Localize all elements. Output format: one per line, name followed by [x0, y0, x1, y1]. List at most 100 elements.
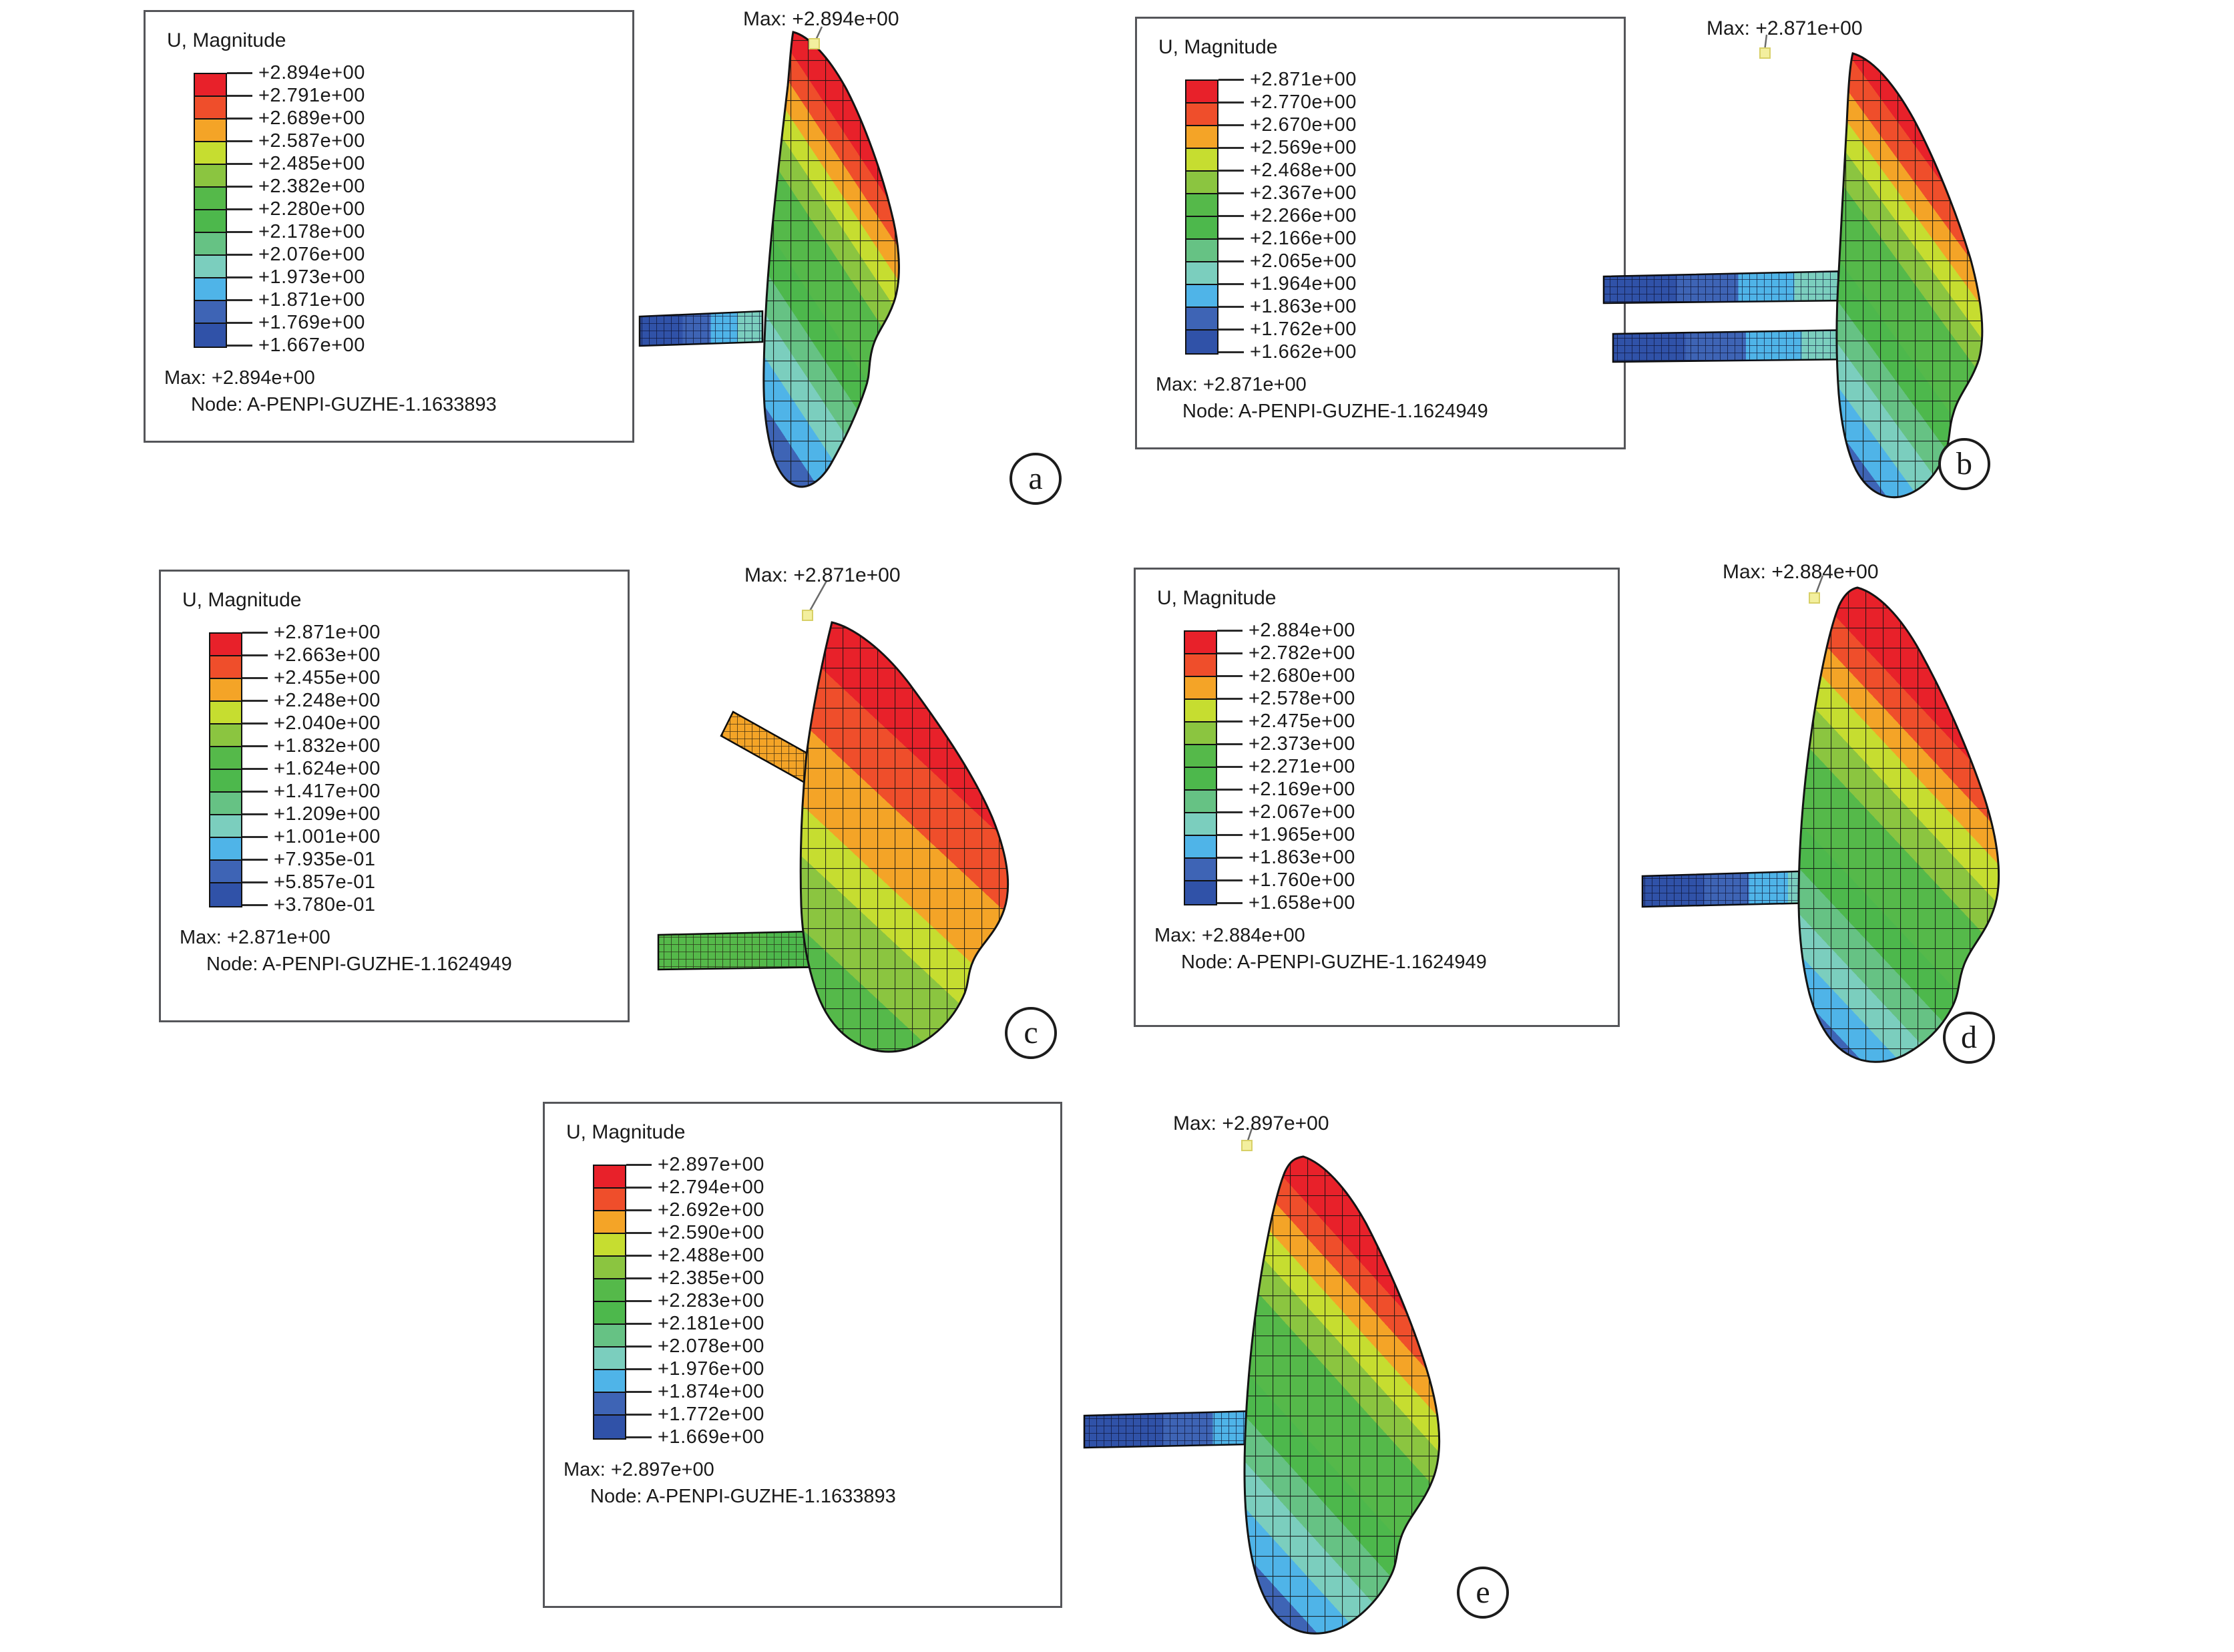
legend-tick-labels: +2.871e+00 +2.663e+00 +2.455e+00 +2.248e+00… [242, 621, 381, 916]
tick-value: +2.280e+00 [258, 198, 365, 220]
legend-node-line: Node: A-PENPI-GUZHE-1.1624949 [1181, 952, 1487, 973]
legend-colorbar [194, 73, 227, 348]
tick-value: +2.897e+00 [658, 1153, 764, 1175]
tick-value: +2.692e+00 [658, 1199, 764, 1221]
tick-mark [1217, 856, 1243, 859]
legend-tick: +2.884e+00 [1217, 619, 1355, 642]
colorbar-band [195, 74, 226, 97]
tick-mark [242, 790, 268, 793]
colorbar-band [594, 1257, 625, 1279]
legend-tick: +1.863e+00 [1218, 295, 1357, 318]
legend-tick: +1.667e+00 [227, 334, 365, 357]
tick-mark [242, 745, 268, 747]
mesh-grid [1799, 588, 1999, 1062]
legend-colorbar [593, 1165, 626, 1440]
tick-value: +1.874e+00 [658, 1380, 764, 1402]
screw-rod [1641, 869, 1821, 908]
pelvis-mesh [762, 31, 900, 488]
colorbar-band [210, 861, 241, 883]
colorbar-band [1186, 262, 1217, 285]
legend-tick: +3.780e-01 [242, 893, 381, 916]
tick-value: +2.076e+00 [258, 243, 365, 265]
legend-tick: +2.468e+00 [1218, 159, 1357, 182]
legend-node-line: Node: A-PENPI-GUZHE-1.1633893 [191, 394, 497, 415]
colorbar-band [210, 702, 241, 725]
colorbar-band [1185, 768, 1216, 791]
tick-value: +2.475e+00 [1249, 710, 1355, 732]
legend-tick: +1.832e+00 [242, 735, 381, 757]
tick-mark [1217, 811, 1243, 813]
legend-tick: +1.871e+00 [227, 288, 365, 311]
tick-value: +2.578e+00 [1249, 687, 1355, 709]
tick-value: +2.266e+00 [1250, 204, 1357, 226]
tick-mark [1218, 237, 1244, 240]
colorbar-band [210, 656, 241, 679]
max-marker [1759, 47, 1771, 59]
panel-letter: b [1938, 438, 1990, 490]
legend-tick: +2.067e+00 [1217, 801, 1355, 823]
legend-title: U, Magnitude [167, 29, 286, 51]
legend-colorbar [209, 632, 242, 907]
tick-mark [1217, 833, 1243, 836]
legend-tick: +2.178e+00 [227, 220, 365, 243]
max-marker [1241, 1140, 1253, 1151]
legend-tick: +1.762e+00 [1218, 318, 1357, 341]
legend-tick: +5.857e-01 [242, 871, 381, 893]
tick-value: +2.248e+00 [274, 689, 381, 711]
tick-mark [626, 1209, 652, 1211]
legend-title: U, Magnitude [182, 589, 302, 611]
tick-mark [227, 71, 252, 74]
tick-mark [227, 208, 252, 210]
tick-mark [1217, 788, 1243, 791]
tick-mark [227, 185, 252, 188]
tick-mark [626, 1163, 652, 1166]
legend-tick: +2.373e+00 [1217, 733, 1355, 755]
tick-value: +2.782e+00 [1249, 642, 1355, 664]
tick-mark [1218, 260, 1244, 262]
tick-mark [227, 344, 252, 347]
screw-rod [1602, 270, 1849, 304]
legend-tick: +2.689e+00 [227, 107, 365, 130]
panel-letter: e [1457, 1567, 1509, 1619]
tick-value: +1.001e+00 [274, 825, 381, 847]
tick-value: +2.680e+00 [1249, 664, 1355, 686]
tick-mark [242, 767, 268, 770]
fea-contour-plot-a [638, 26, 900, 488]
tick-mark [1218, 169, 1244, 172]
legend-tick: +1.964e+00 [1218, 272, 1357, 295]
legend-tick-labels: +2.894e+00 +2.791e+00 +2.689e+00 +2.587e+00… [227, 61, 365, 357]
fea-contour-plot-c [657, 580, 1010, 1053]
colorbar-band [1186, 240, 1217, 262]
tick-value: +1.772e+00 [658, 1403, 764, 1425]
tick-mark [1217, 765, 1243, 768]
legend-tick: +1.624e+00 [242, 757, 381, 780]
tick-value: +2.871e+00 [1250, 68, 1357, 90]
colorbar-band [1185, 859, 1216, 881]
mesh-grid [763, 32, 899, 487]
legend-node-line: Node: A-PENPI-GUZHE-1.1633893 [590, 1486, 896, 1507]
legend-tick: +2.663e+00 [242, 644, 381, 666]
colorbar-band [1185, 632, 1216, 654]
colorbar-band [195, 324, 226, 347]
legend-tick-labels: +2.897e+00 +2.794e+00 +2.692e+00 +2.590e+00… [626, 1153, 764, 1448]
tick-value: +2.065e+00 [1250, 250, 1357, 272]
colorbar-band [195, 97, 226, 120]
legend-tick: +2.578e+00 [1217, 687, 1355, 710]
legend-scale: +2.871e+00 +2.663e+00 +2.455e+00 +2.248e+00… [209, 621, 628, 916]
tick-mark [1217, 743, 1243, 745]
tick-value: +2.770e+00 [1250, 91, 1357, 113]
tick-value: +2.894e+00 [258, 61, 365, 83]
tick-value: +1.762e+00 [1250, 318, 1357, 340]
tick-value: +2.791e+00 [258, 84, 365, 106]
legend-tick: +2.871e+00 [1218, 68, 1357, 91]
fea-contour-plot-e [1083, 1128, 1441, 1635]
tick-mark [227, 140, 252, 142]
screw-rod [657, 930, 840, 971]
legend-tick: +1.662e+00 [1218, 341, 1357, 363]
tick-value: +2.670e+00 [1250, 114, 1357, 136]
tick-mark [1217, 674, 1243, 677]
tick-value: +2.485e+00 [258, 152, 365, 174]
legend-tick: +2.266e+00 [1218, 204, 1357, 227]
colorbar-band [594, 1348, 625, 1370]
colorbar-band [195, 210, 226, 233]
